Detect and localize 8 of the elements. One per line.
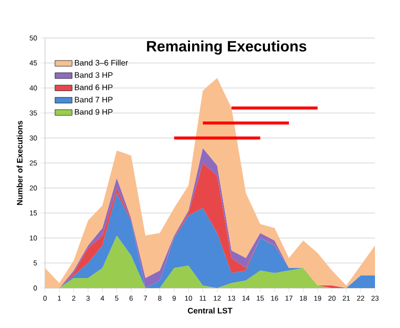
legend-label: Band 3–6 Filler (74, 60, 128, 66)
y-axis-title: Number of Executions (16, 120, 23, 205)
x-axis-title: Central LST (188, 308, 232, 314)
legend-label: Band 3 HP (74, 72, 113, 78)
legend-label: Band 6 HP (74, 84, 113, 90)
legend-label: Band 7 HP (74, 96, 113, 102)
legend-label: Band 9 HP (74, 108, 113, 115)
chart-title: Remaining Executions (147, 40, 306, 55)
